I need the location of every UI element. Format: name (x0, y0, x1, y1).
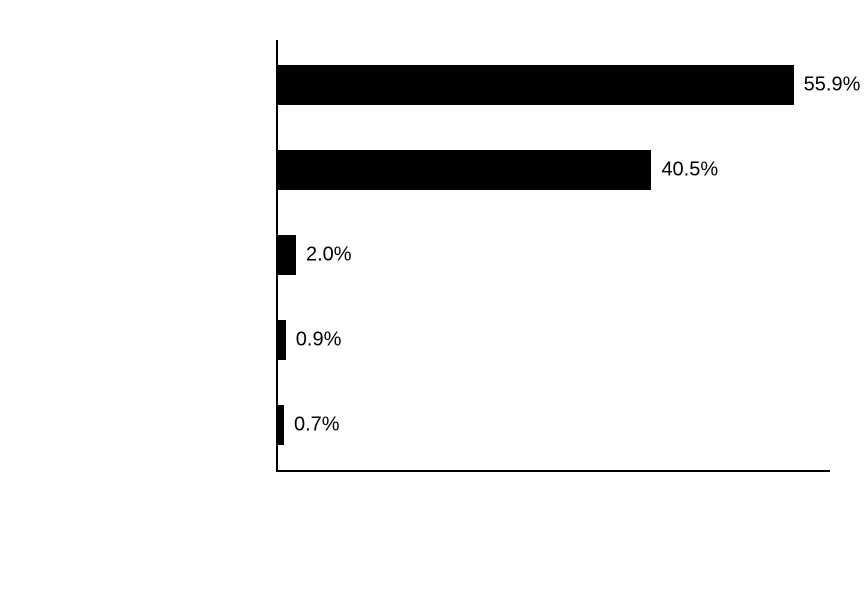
bar (278, 405, 284, 445)
bar (278, 150, 652, 190)
bar-value: 0.9% (296, 329, 342, 352)
bar-value: 0.7% (294, 414, 340, 437)
bar-value: 40.5% (661, 159, 718, 182)
bar (278, 235, 296, 275)
bar (278, 65, 794, 105)
bar (278, 320, 286, 360)
bar-value: 55.9% (804, 74, 861, 97)
x-axis-line (276, 470, 830, 472)
bar-value: 2.0% (306, 244, 352, 267)
